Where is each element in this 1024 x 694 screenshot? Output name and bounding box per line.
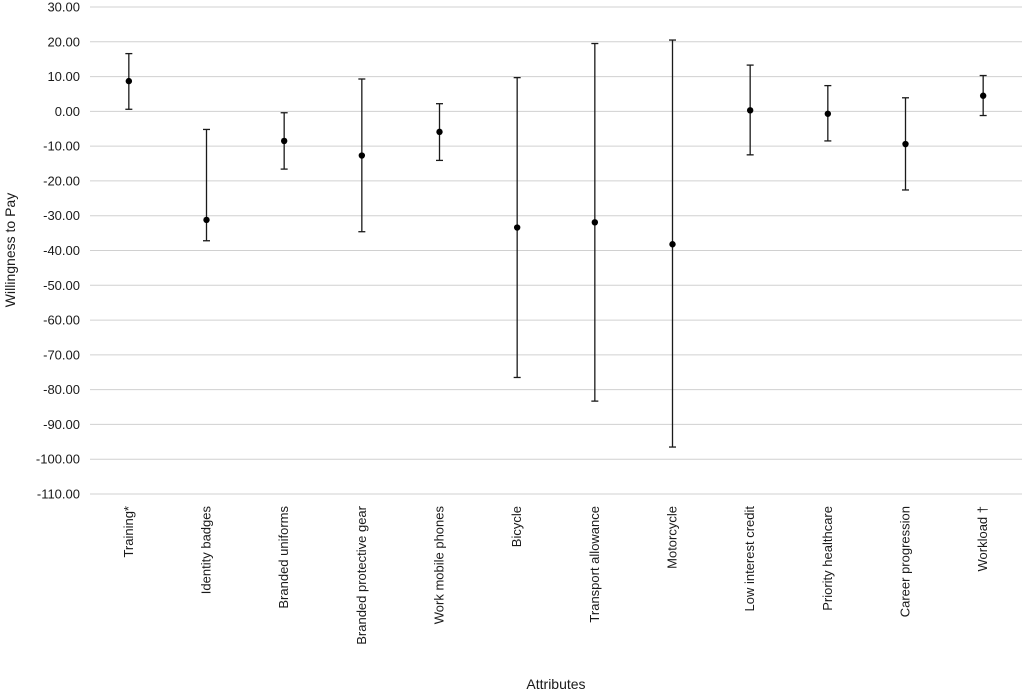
- grid-lines: [90, 6, 1022, 495]
- x-tick-label: Bicycle: [509, 506, 524, 547]
- x-tick-label: Low interest credit: [742, 506, 757, 612]
- data-point: [902, 140, 909, 148]
- x-tick-label: Priority healthcare: [820, 506, 835, 611]
- y-tick-label: -110.00: [37, 487, 80, 502]
- x-tick-label: Career progression: [898, 506, 913, 617]
- y-tick-label: -50.00: [43, 278, 80, 293]
- data-point: [436, 128, 443, 136]
- y-axis-title: Willingness to Pay: [2, 193, 18, 307]
- y-tick-label: -30.00: [43, 208, 80, 223]
- y-tick-label: -10.00: [43, 139, 80, 154]
- data-point: [746, 107, 754, 114]
- y-tick-label: -100.00: [36, 452, 80, 467]
- x-tick-label: Branded uniforms: [276, 506, 291, 609]
- data-point: [358, 152, 366, 159]
- y-tick-label: 20.00: [47, 34, 80, 49]
- x-tick-label: Motorcycle: [665, 506, 680, 569]
- data-point: [591, 219, 599, 226]
- y-tick-label: -20.00: [43, 173, 80, 188]
- y-tick-label: 30.00: [47, 0, 80, 15]
- data-point: [979, 92, 987, 99]
- data-point: [125, 77, 133, 85]
- error-bars: [125, 39, 987, 448]
- y-tick-label: 0.00: [55, 104, 80, 119]
- data-point: [669, 241, 676, 248]
- data-point: [824, 110, 832, 117]
- y-tick-label: -40.00: [43, 243, 80, 258]
- y-tick-label: -60.00: [43, 313, 80, 328]
- y-tick-label: 10.00: [47, 69, 80, 84]
- data-points: [125, 77, 987, 248]
- data-point: [203, 216, 210, 224]
- x-axis-title: Attributes: [526, 676, 585, 692]
- y-tick-label: -70.00: [43, 347, 80, 362]
- x-tick-label: Training*: [121, 506, 136, 558]
- y-tick-label: -90.00: [43, 417, 80, 432]
- x-tick-label: Transport allowance: [587, 506, 602, 623]
- data-point: [280, 137, 288, 145]
- x-tick-labels: Training* Identity badges Branded uniforms…: [121, 505, 990, 644]
- x-tick-label: Workload †: [975, 506, 990, 572]
- data-point: [513, 224, 521, 231]
- x-tick-label: Branded protective gear: [354, 505, 369, 644]
- y-tick-label: -80.00: [43, 382, 80, 397]
- y-tick-labels: 30.00 20.00 10.00 0.00 -10.00 -20.00 -30.00 -40…: [36, 0, 80, 502]
- x-tick-label: Identity badges: [199, 506, 214, 595]
- x-tick-label: Work mobile phones: [432, 506, 447, 625]
